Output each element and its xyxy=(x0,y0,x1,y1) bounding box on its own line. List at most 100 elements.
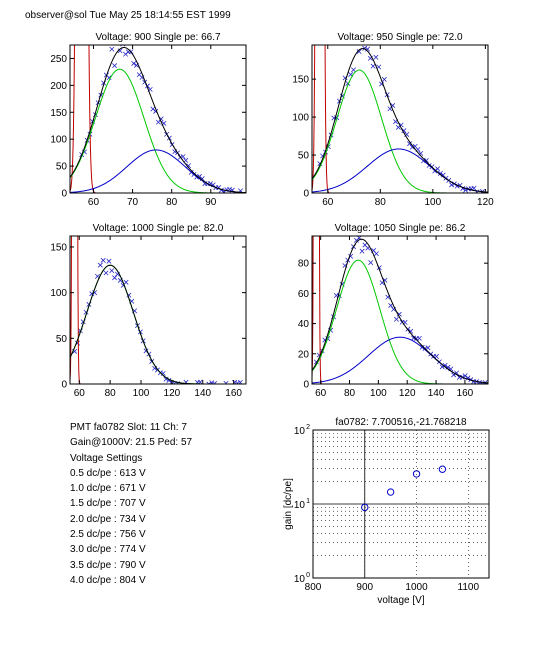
x-tick-label: 1100 xyxy=(458,582,480,593)
voltage-setting-row: 1.5 dc/pe : 707 V xyxy=(70,498,146,510)
y-tick-label: 200 xyxy=(50,81,67,92)
x-tick-label: 140 xyxy=(194,388,211,399)
plot-area xyxy=(312,236,488,384)
data-point-mark xyxy=(106,75,112,81)
x-tick-label: 70 xyxy=(127,197,139,208)
data-point-mark xyxy=(401,128,407,134)
plot-area xyxy=(312,45,488,193)
y-tick-exponent: 2 xyxy=(306,424,310,431)
data-point-mark xyxy=(373,251,379,257)
voltage-setting-row: 2.5 dc/pe : 756 V xyxy=(70,529,146,541)
x-tick-label: 100 xyxy=(424,197,441,208)
plot-frame xyxy=(311,235,489,385)
pmt-id-line: PMT fa0782 Slot: 11 Ch: 7 xyxy=(70,422,187,433)
x-tick-label: 90 xyxy=(205,197,217,208)
total-fit-curve xyxy=(70,46,246,193)
pedestal-curve xyxy=(312,45,488,193)
data-point-mark xyxy=(117,48,123,54)
y-tick-label: 150 xyxy=(292,75,309,86)
data-point-mark xyxy=(373,54,379,60)
x-tick-label: 140 xyxy=(428,388,445,399)
y-tick-label: 150 xyxy=(50,108,67,119)
data-point-mark xyxy=(209,380,215,384)
x-tick-label: 80 xyxy=(375,197,387,208)
voltage-setting-row: 3.0 dc/pe : 774 V xyxy=(70,544,146,556)
gain-point xyxy=(438,465,447,473)
total-fit-curve xyxy=(312,238,488,384)
y-tick-label: 10 xyxy=(294,426,306,437)
plot-area xyxy=(70,45,246,193)
data-point-mark xyxy=(112,63,118,69)
y-tick-label: 0 xyxy=(303,380,309,391)
data-point-mark xyxy=(109,46,115,52)
data-point-mark xyxy=(435,166,441,172)
histogram-chart-4: 60 80 100 120 140 160 0 20 40 60 80 Voltage: 1050 S… xyxy=(298,223,489,399)
plot-area xyxy=(70,236,246,384)
single-pe-curve xyxy=(312,259,488,384)
voltage-setting-row: 3.5 dc/pe : 790 V xyxy=(70,559,146,571)
data-point-mark xyxy=(112,275,118,281)
pedestal-curve xyxy=(312,236,488,384)
data-point-mark xyxy=(163,376,169,382)
x-tick-label: 100 xyxy=(370,388,387,399)
gain-point xyxy=(361,503,369,512)
data-point-mark xyxy=(368,260,374,266)
x-axis-label: voltage [V] xyxy=(377,595,424,606)
y-tick-label: 100 xyxy=(292,113,309,124)
voltage-setting-row: 2.0 dc/pe : 734 V xyxy=(70,513,146,525)
gain-point xyxy=(412,470,421,478)
data-point-mark xyxy=(416,335,422,341)
data-point-mark xyxy=(370,63,376,69)
histogram-chart-1: 60 70 80 90 0 50 100 150 200 250 Voltage: 900 Sing… xyxy=(50,32,247,208)
data-point-mark xyxy=(365,46,370,52)
chart-title: Voltage: 900 Single pe: 66.7 xyxy=(95,32,221,43)
y-axis-label: gain [dc/pe] xyxy=(283,478,294,530)
y-tick-label: 80 xyxy=(298,259,310,270)
y-tick-label: 10 xyxy=(294,574,306,585)
x-tick-label: 60 xyxy=(322,197,334,208)
data-point-mark xyxy=(442,362,448,368)
x-tick-label: 60 xyxy=(74,388,86,399)
data-point-mark xyxy=(425,345,431,351)
data-point-mark xyxy=(409,144,415,150)
x-tick-label: 80 xyxy=(344,388,356,399)
data-point-mark xyxy=(437,170,443,176)
data-point-mark xyxy=(396,311,402,317)
data-point-mark xyxy=(445,364,451,370)
data-point-mark xyxy=(123,279,129,285)
y-tick-label: 250 xyxy=(50,54,67,65)
x-tick-label: 1000 xyxy=(405,582,428,593)
data-point-mark xyxy=(388,303,394,308)
data-point-mark xyxy=(223,380,229,384)
voltage-settings-title: Voltage Settings xyxy=(70,452,143,464)
pedestal-curve xyxy=(70,45,246,193)
x-tick-label: 160 xyxy=(225,388,242,399)
y-tick-exponent: 1 xyxy=(306,498,310,505)
gain-line: Gain@1000V: 21.5 Ped: 57 xyxy=(70,437,193,449)
chart-title: fa0782: 7.700516,-21.768218 xyxy=(335,417,467,428)
data-point-mark xyxy=(103,270,109,276)
pmt-info-panel: PMT fa0782 Slot: 11 Ch: 7 Gain@1000V: 21… xyxy=(70,420,192,588)
total-fit-curve xyxy=(70,264,246,384)
data-point-mark xyxy=(131,61,137,66)
y-tick-label: 0 xyxy=(61,380,67,391)
voltage-setting-row: 4.0 dc/pe : 804 V xyxy=(70,574,146,586)
data-point-mark xyxy=(351,67,356,73)
plot-frame xyxy=(69,44,247,194)
data-point-mark xyxy=(212,381,218,384)
voltage-setting-row: 0.5 dc/pe : 613 V xyxy=(70,467,146,479)
y-tick-label: 100 xyxy=(50,288,67,299)
single-pe-curve xyxy=(70,68,246,193)
y-tick-label: 40 xyxy=(298,319,310,330)
plot-frame xyxy=(312,429,490,579)
voltage-setting-row: 1.0 dc/pe : 671 V xyxy=(70,483,146,495)
data-point-mark xyxy=(234,380,240,384)
chart-title: Voltage: 1050 Single pe: 86.2 xyxy=(335,223,466,234)
data-point-mark xyxy=(120,45,126,47)
data-point-mark xyxy=(393,316,399,322)
data-point-mark xyxy=(100,257,106,263)
y-tick-label: 50 xyxy=(56,334,68,345)
data-point-mark xyxy=(418,150,424,156)
x-tick-label: 80 xyxy=(166,197,178,208)
